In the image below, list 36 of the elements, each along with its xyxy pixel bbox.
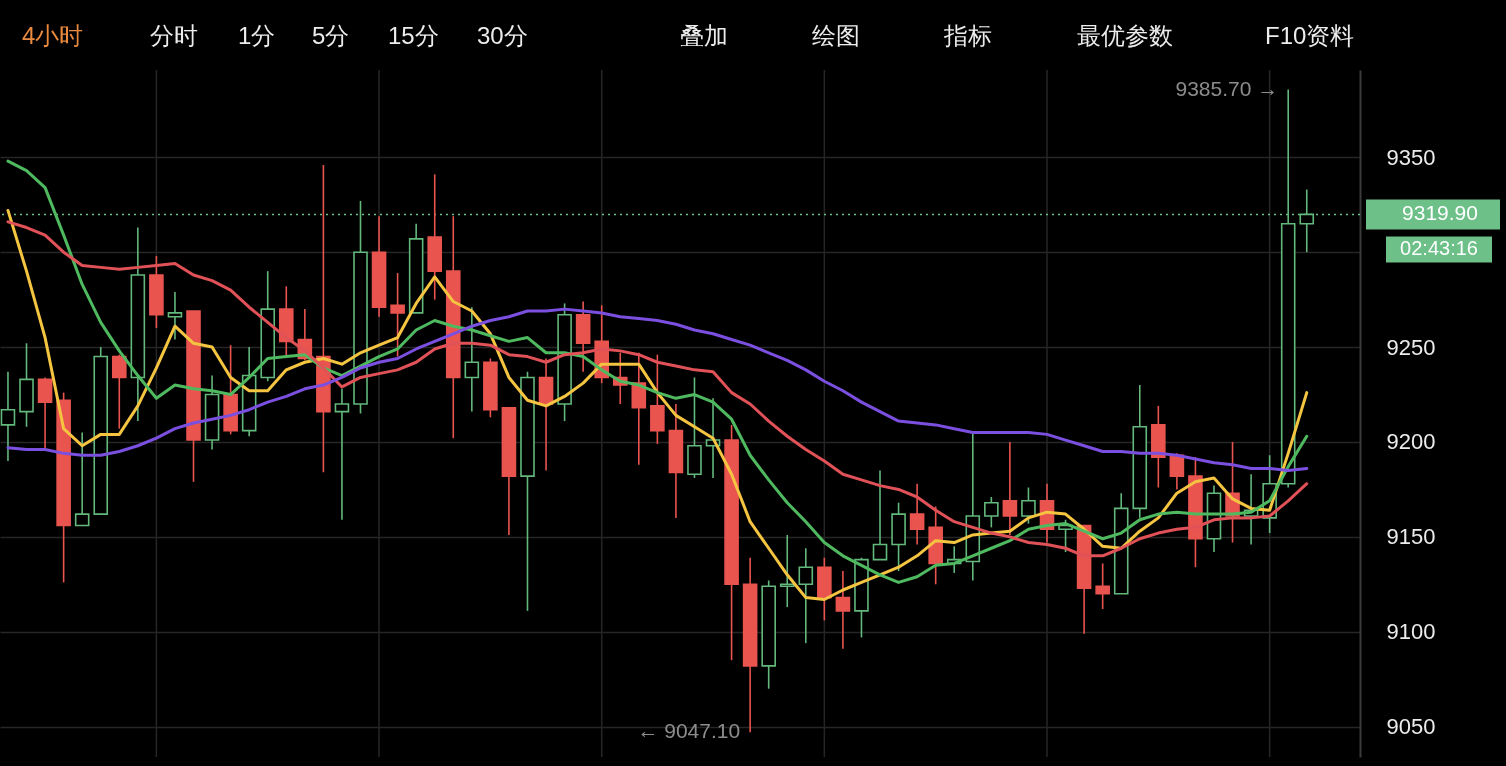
candlestick — [464, 306, 480, 413]
candlestick — [167, 291, 183, 341]
candlestick — [111, 353, 127, 430]
text: 5分 — [312, 22, 350, 49]
text: 1分 — [238, 22, 276, 49]
text: 绘图 — [812, 22, 860, 49]
candlestick — [835, 570, 851, 650]
text: 4小时 — [22, 22, 84, 49]
y-tick-label: 9050 — [1386, 714, 1436, 740]
candlestick — [984, 496, 999, 529]
y-tick-label: 9250 — [1386, 334, 1436, 360]
annotation: 9385.70 → — [1175, 76, 1279, 100]
y-tick-label: 9350 — [1386, 144, 1436, 170]
candlestick — [872, 469, 888, 561]
y-tick-label: 9100 — [1386, 619, 1436, 645]
text: 分时 — [150, 22, 198, 49]
candlestick — [909, 482, 925, 546]
candlestick — [74, 431, 90, 527]
y-tick-label: 9200 — [1386, 429, 1436, 455]
text: 指标 — [943, 22, 992, 49]
text: F10资料 — [1265, 22, 1355, 49]
candlestick — [37, 376, 53, 451]
text: 叠加 — [680, 22, 728, 49]
candlestick — [1002, 441, 1018, 536]
candlestick — [798, 547, 814, 644]
y-tick-label: 9150 — [1386, 524, 1436, 550]
candlestick — [334, 388, 350, 521]
ref-line-label: 9319.90 — [1402, 201, 1478, 225]
annotation: ← 9047.10 — [637, 719, 741, 743]
text: 15分 — [388, 22, 439, 49]
candlestick — [390, 272, 405, 358]
candlestick — [1021, 486, 1036, 525]
text: 最优参数 — [1077, 22, 1173, 49]
candlestick — [1095, 562, 1110, 610]
text: 02:43:16 — [1400, 237, 1478, 260]
text: 30分 — [477, 22, 528, 49]
